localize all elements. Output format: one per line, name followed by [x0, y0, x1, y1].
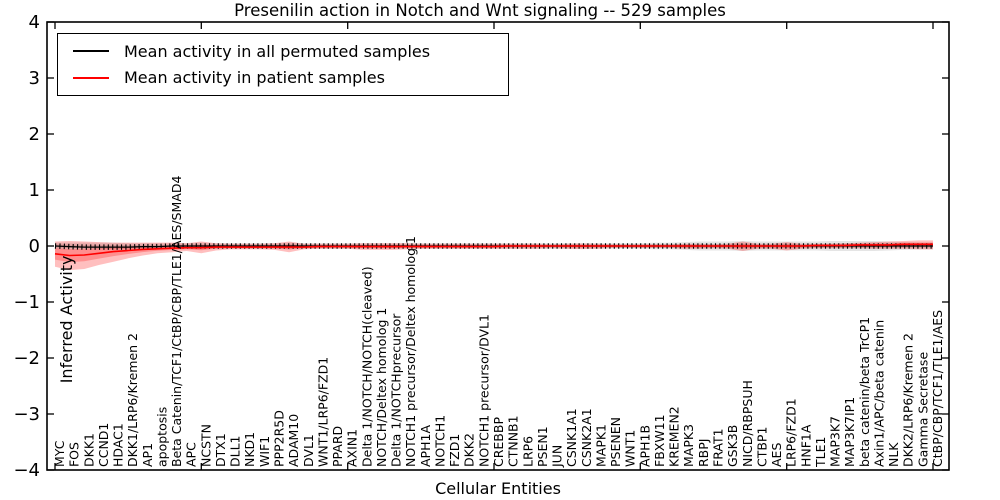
entity-label: WNT1 — [623, 430, 638, 467]
entity-label: WNT1/LRP6/FZD1 — [315, 357, 330, 467]
legend-item-patient: Mean activity in patient samples — [73, 68, 508, 87]
y-tick-label: 3 — [29, 68, 40, 89]
entity-label: NCSTN — [198, 424, 213, 467]
entity-label: FRAT1 — [711, 428, 726, 467]
entity-label: Delta 1/NOTCH/NOTCH(cleaved) — [359, 266, 374, 467]
entity-label: NOTCH1 precursor/DVL1 — [476, 314, 491, 467]
entity-label: CtBP/CBP/TCF1/TLE1/AES — [930, 310, 945, 467]
entity-label: APH1B — [637, 425, 652, 467]
entity-label: DKK2/LRP6/Kremen 2 — [901, 333, 916, 467]
entity-label: NICD/RBPSUH — [740, 380, 755, 467]
entity-label: HDAC1 — [111, 423, 126, 467]
entity-label: PPARD — [330, 426, 345, 467]
entity-label: CREBBP — [491, 417, 506, 467]
y-tick-label: −3 — [13, 404, 40, 425]
entity-label: DLL1 — [228, 435, 243, 467]
entity-label: FOS — [67, 442, 82, 467]
legend: Mean activity in all permuted samples Me… — [57, 33, 509, 96]
entity-label: KREMEN2 — [667, 406, 682, 467]
entity-label: Delta 1/NOTCHprecursor — [389, 313, 404, 467]
entity-label: NOTCH/Deltex homolog 1 — [374, 308, 389, 467]
entity-label: MAPK3 — [681, 424, 696, 467]
entity-label: TLE1 — [813, 437, 828, 468]
entity-label: APC — [184, 442, 199, 467]
entity-label: LRP6 — [520, 436, 535, 467]
entity-label: DKK1/LRP6/Kremen 2 — [125, 333, 140, 467]
entity-label: CTBP1 — [754, 427, 769, 467]
legend-label-permuted: Mean activity in all permuted samples — [124, 41, 431, 61]
y-tick-label: −1 — [13, 292, 40, 313]
entity-label: NOTCH1 — [433, 415, 448, 467]
y-tick-label: −2 — [13, 348, 40, 369]
entity-label: FBXW11 — [652, 414, 667, 467]
entity-label: CSNK1A1 — [564, 408, 579, 467]
entity-label: beta catenin/beta TrCP1 — [857, 317, 872, 467]
entity-label: Beta Catenin/TCF1/CtBP/CBP/TLE1/AES/SMAD… — [169, 176, 184, 467]
entity-label: AES — [769, 443, 784, 467]
legend-label-patient: Mean activity in patient samples — [124, 68, 385, 88]
y-tick-label: 0 — [29, 236, 40, 257]
entity-label: RBPJ — [696, 439, 711, 468]
entity-label: AXIN1 — [345, 429, 360, 467]
entity-label: AP1 — [140, 443, 155, 467]
entity-label: DKK2 — [462, 433, 477, 467]
entity-label: CCND1 — [96, 423, 111, 467]
entity-label: ADAM10 — [286, 414, 301, 467]
entity-label: MAPK1 — [593, 424, 608, 467]
x-axis-label: Cellular Entities — [435, 479, 561, 498]
legend-line-patient-icon — [73, 76, 109, 79]
entity-label: WIF1 — [257, 436, 272, 467]
entity-label: PSENEN — [608, 417, 623, 467]
entity-label: CSNK2A1 — [579, 408, 594, 467]
y-tick-label: 1 — [29, 180, 40, 201]
entity-label: Gamma Secretase — [915, 352, 930, 467]
patient-band-outer — [55, 240, 933, 271]
entity-label: JUN — [550, 445, 565, 468]
entity-label: NKD1 — [242, 432, 257, 467]
entity-label: APH1A — [418, 425, 433, 467]
entity-label: MYC — [52, 440, 67, 467]
entity-label: NOTCH1 precursor/Deltex homolog 1 — [403, 236, 418, 467]
entity-label: PPP2R5D — [272, 410, 287, 467]
entity-label: PSEN1 — [535, 426, 550, 467]
entity-label: NLK — [886, 442, 901, 467]
entity-label: DKK1 — [81, 433, 96, 467]
entity-label: CTNNB1 — [506, 415, 521, 467]
y-axis-label: Inferred Activity — [56, 255, 76, 384]
entity-label: MAP3K7IP1 — [842, 397, 857, 467]
entity-label: GSK3B — [725, 425, 740, 467]
entity-label: FZD1 — [447, 434, 462, 467]
entity-label: Axin1/APC/beta catenin — [872, 320, 887, 467]
legend-line-permuted-icon — [73, 50, 109, 53]
entity-label: DVL1 — [301, 434, 316, 467]
chart-title: Presenilin action in Notch and Wnt signa… — [234, 1, 726, 20]
entity-label: HNF1A — [798, 424, 813, 467]
entity-label: MAP3K7 — [828, 416, 843, 467]
patient-mean-line — [54, 243, 933, 257]
legend-item-permuted: Mean activity in all permuted samples — [73, 42, 508, 61]
y-tick-label: 2 — [29, 124, 40, 145]
entity-label: DTX1 — [213, 433, 228, 467]
entity-label: apoptosis — [154, 407, 169, 467]
y-tick-label: −4 — [13, 460, 40, 481]
y-tick-label: 4 — [29, 12, 40, 33]
entity-label: LRP6/FZD1 — [784, 398, 799, 467]
